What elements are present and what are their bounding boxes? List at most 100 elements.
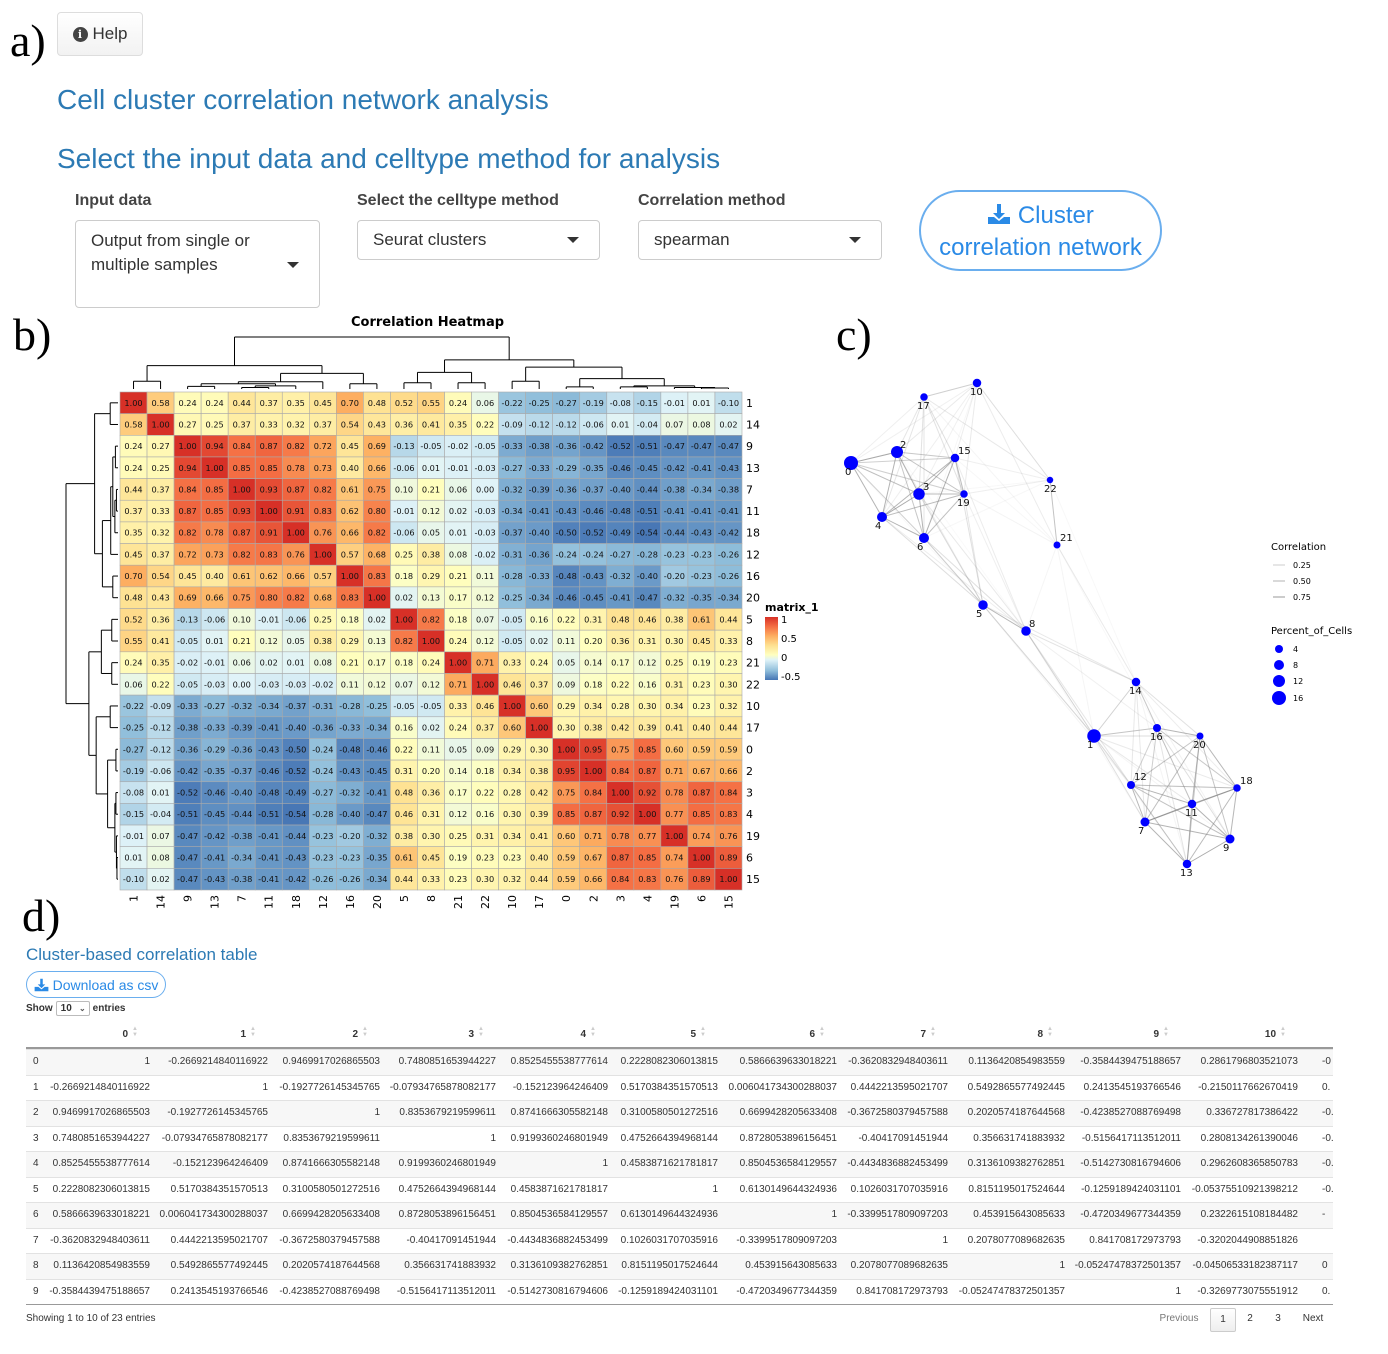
sort-icon[interactable]: ▲ ▼ (700, 1026, 706, 1038)
cluster-correlation-network-button[interactable]: Cluster correlation network (919, 190, 1162, 271)
table-row[interactable]: 4 0.8525455538777614 -0.152123964246409 0.8… (26, 1151, 1333, 1177)
heatmap-cell-label: 0.61 (341, 484, 359, 494)
network-node[interactable] (1153, 724, 1161, 732)
table-row[interactable]: 6 0.5866639633018221 0.006041734300288037 0… (26, 1202, 1333, 1228)
sort-icon[interactable]: ▲ ▼ (362, 1026, 368, 1038)
table-header-cell[interactable]: 1 ▲ ▼ (148, 1025, 256, 1048)
table-row[interactable]: 8 0.1136420854983559 0.5492865577492445 0.2… (26, 1253, 1333, 1279)
pagination-previous[interactable]: Previous (1159, 1313, 1199, 1324)
network-node[interactable] (1127, 781, 1135, 789)
pagination-page-3[interactable]: 3 (1275, 1313, 1281, 1324)
network-node[interactable] (920, 393, 928, 401)
network-node[interactable] (891, 446, 903, 458)
heatmap-cell-label: -0.38 (231, 874, 252, 884)
sort-icon[interactable]: ▲ ▼ (1047, 1026, 1053, 1038)
network-node[interactable] (1182, 859, 1192, 869)
table-header-cell[interactable]: 0 ▲ ▼ (30, 1025, 138, 1048)
table-header-cell[interactable]: 8 ▲ ▼ (945, 1025, 1053, 1048)
network-node[interactable] (1046, 476, 1054, 484)
network-node[interactable] (1021, 626, 1031, 636)
heatmap-cell-label: -0.06 (393, 463, 414, 473)
table-header-cell[interactable]: 9 ▲ ▼ (1061, 1025, 1169, 1048)
heatmap-cell-label: 0.19 (449, 853, 467, 863)
network-node[interactable] (913, 488, 925, 500)
heatmap-cell-label: 0.23 (719, 658, 737, 668)
sort-icon[interactable]: ▲ ▼ (930, 1026, 936, 1038)
network-node[interactable] (877, 512, 887, 522)
heatmap-cell-label: 0.87 (638, 766, 656, 776)
table-header-cell[interactable]: 6 ▲ ▼ (717, 1025, 825, 1048)
table-header-cell[interactable]: 10 ▲ ▼ (1178, 1025, 1286, 1048)
table-cell: -0.3202044908851826 (1197, 1234, 1298, 1246)
pagination-page-2[interactable]: 2 (1247, 1313, 1253, 1324)
network-legend-correlation-level: 0.75 (1293, 593, 1311, 602)
table-row[interactable]: 7 -0.3620832948403611 0.4442213595021707 -0… (26, 1227, 1333, 1254)
network-node[interactable] (972, 378, 982, 388)
table-row[interactable]: 1 -0.2669214840116922 1 -0.1927726145345765… (26, 1074, 1333, 1101)
heatmap-cell-label: -0.42 (664, 463, 685, 473)
heatmap-cell-label: -0.52 (610, 441, 631, 451)
heatmap-cell-label: 0.29 (503, 744, 521, 754)
network-node-label: 5 (976, 609, 982, 620)
sort-icon[interactable]: ▲ ▼ (1163, 1026, 1169, 1038)
table-cell: 0.2078077089682635 (967, 1234, 1065, 1246)
sort-icon[interactable]: ▲ ▼ (590, 1026, 596, 1038)
network-node[interactable] (1196, 732, 1204, 740)
sort-icon[interactable]: ▲ ▼ (1280, 1026, 1286, 1038)
table-header-cell[interactable]: 5 ▲ ▼ (598, 1025, 706, 1048)
network-node[interactable] (1233, 784, 1241, 792)
table-header-cell[interactable]: 4 ▲ ▼ (488, 1025, 596, 1048)
network-node[interactable] (919, 533, 929, 543)
correlation-method-select[interactable]: spearman (638, 220, 882, 260)
heatmap-cell-label: -0.27 (556, 398, 577, 408)
input-data-select[interactable]: Output from single or multiple samples (75, 220, 320, 308)
table-row[interactable]: 3 0.7480851653944227 -0.07934765878082177 0… (26, 1125, 1333, 1152)
network-node[interactable] (1140, 817, 1150, 827)
celltype-method-select[interactable]: Seurat clusters (357, 220, 600, 260)
table-cell: -0.3399517809097203 (847, 1209, 948, 1220)
table-row[interactable]: 5 0.2228082306013815 0.5170384351570513 0.3… (26, 1176, 1333, 1203)
network-node[interactable] (844, 456, 858, 470)
sort-icon[interactable]: ▲ ▼ (478, 1026, 484, 1038)
pagination-next[interactable]: Next (1302, 1313, 1324, 1324)
table-row[interactable]: 9 -0.3584439475188657 0.2413545193766546 -0… (26, 1278, 1333, 1305)
network-node[interactable] (1053, 541, 1061, 549)
heatmap-cell-label: -0.40 (529, 528, 550, 538)
heatmap-cell-label: -0.05 (474, 441, 495, 451)
table-cell: -0.1927726145345765 (279, 1081, 380, 1093)
sort-icon[interactable]: ▲ ▼ (250, 1026, 256, 1038)
network-edge (1156, 727, 1193, 805)
heatmap-cell-label: 0.85 (692, 809, 710, 819)
network-node[interactable] (1187, 799, 1197, 809)
table-header-cell[interactable]: 7 ▲ ▼ (828, 1025, 936, 1048)
table-row[interactable]: 0 1 -0.2669214840116922 0.9469917026865503 0… (26, 1049, 1333, 1075)
network-node[interactable] (960, 490, 968, 498)
table-cell: 0.7480851653944227 (398, 1056, 496, 1067)
table-cell: 0.2020574187644568 (282, 1260, 380, 1271)
heatmap-cell-label: 0.85 (260, 463, 278, 473)
table-cell: 0.1136420854983559 (968, 1056, 1065, 1067)
heatmap-cell-label: 0.30 (665, 636, 683, 646)
network-node[interactable] (978, 600, 988, 610)
heatmap-cell-label: 1.00 (557, 744, 575, 754)
heatmap-cell-label: -0.32 (664, 593, 685, 603)
network-node[interactable] (1225, 834, 1235, 844)
network-node[interactable] (1131, 677, 1141, 687)
heatmap-cell-label: -0.51 (637, 506, 658, 516)
heatmap-cell-label: -0.41 (204, 853, 225, 863)
network-node[interactable] (1087, 729, 1101, 743)
network-node[interactable] (950, 453, 960, 463)
pagination-page-1[interactable]: 1 (1210, 1308, 1236, 1332)
sort-icon[interactable]: ▲ ▼ (819, 1026, 825, 1038)
heatmap-cell-label: -0.32 (339, 788, 360, 798)
heatmap-cell-label: 0.89 (692, 874, 710, 884)
page-length-select[interactable]: 10 ⌄ (55, 1001, 90, 1016)
table-header-cell[interactable]: 2 ▲ ▼ (260, 1025, 368, 1048)
help-button[interactable]: i Help (57, 12, 143, 56)
table-header-cell[interactable]: 3 ▲ ▼ (376, 1025, 484, 1048)
sort-icon[interactable]: ▲ ▼ (132, 1026, 138, 1038)
download-csv-button[interactable]: Download as csv (26, 971, 166, 998)
network-node-label: 18 (1240, 776, 1253, 787)
table-row[interactable]: 2 0.9469917026865503 -0.1927726145345765 1 0… (26, 1100, 1333, 1126)
